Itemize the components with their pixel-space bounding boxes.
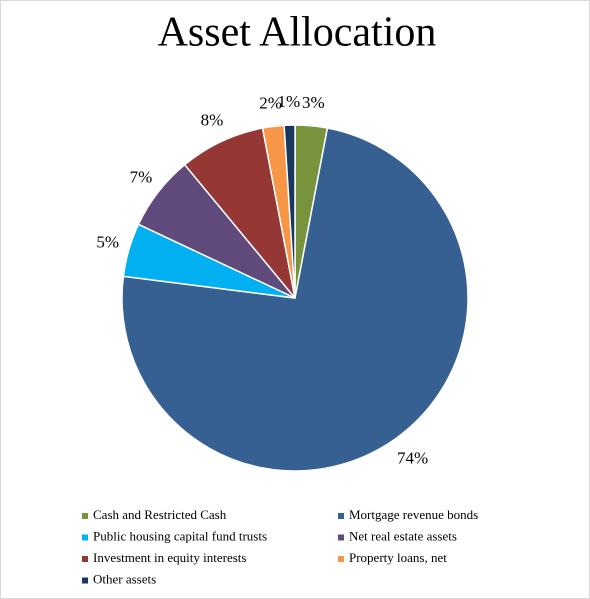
legend-marker <box>338 556 344 562</box>
data-label: 2% <box>259 93 282 112</box>
pie-slice <box>283 124 296 299</box>
chart-title: Asset Allocation <box>158 10 437 56</box>
data-label: 8% <box>201 110 224 129</box>
legend-marker <box>82 556 88 562</box>
legend-label: Other assets <box>93 571 156 586</box>
legend-marker <box>338 534 344 541</box>
legend-label: Cash and Restricted Cash <box>93 507 227 522</box>
legend-marker <box>338 513 344 519</box>
data-label: 5% <box>96 233 119 252</box>
legend-marker <box>82 577 88 584</box>
data-label: 3% <box>302 93 325 112</box>
legend-marker <box>82 513 88 519</box>
legend-label: Investment in equity interests <box>93 550 246 565</box>
legend-label: Public housing capital fund trusts <box>93 528 267 543</box>
data-label: 1% <box>278 92 301 111</box>
legend-marker <box>82 534 88 541</box>
legend-label: Property loans, net <box>349 550 447 565</box>
data-label: 7% <box>130 167 153 186</box>
legend-label: Net real estate assets <box>349 528 457 543</box>
pie-slice <box>121 127 469 472</box>
legend-label: Mortgage revenue bonds <box>349 507 478 522</box>
data-label: 74% <box>397 449 428 468</box>
